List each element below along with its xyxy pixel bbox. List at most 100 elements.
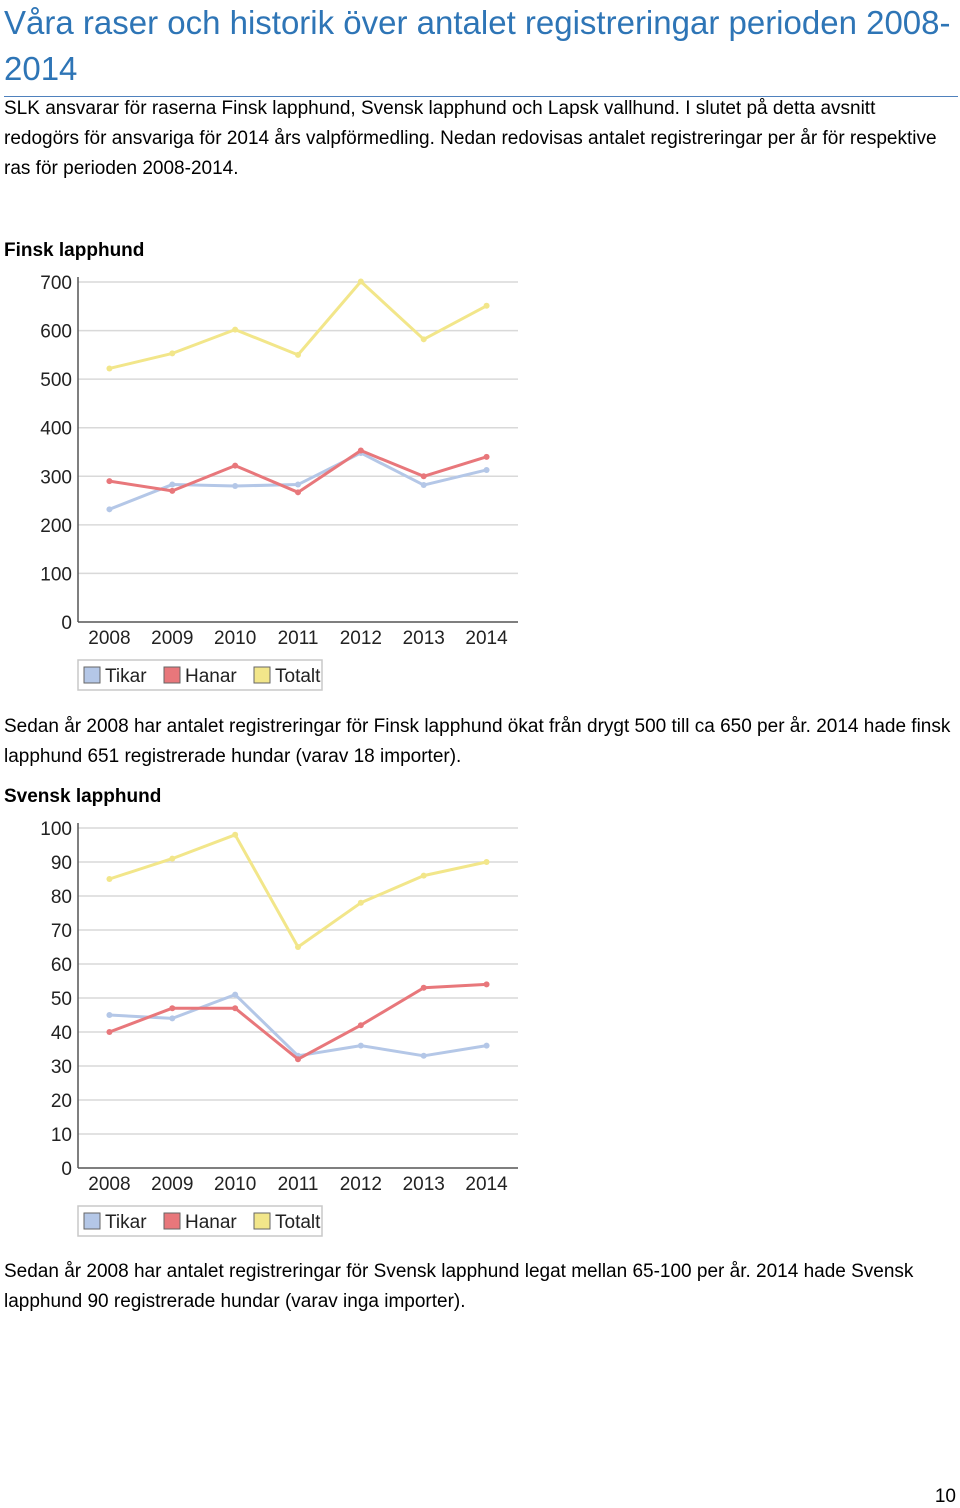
x-tick-label: 2011 [278, 1174, 319, 1195]
intro-paragraph: SLK ansvarar för raserna Finsk lapphund,… [4, 98, 937, 179]
y-tick-label: 500 [40, 370, 72, 391]
svensk-lapphund-chart: 0 10 20 30 40 50 60 70 80 90 100 2008 2009 2010 2011 20… [40, 819, 518, 1237]
chart-legend: Tikar Hanar Totalt [77, 1205, 323, 1237]
series-line-tikar [108, 451, 487, 511]
legend-label-totalt: Totalt [275, 1212, 321, 1233]
data-point-totalt [357, 899, 364, 906]
data-point-tikar [169, 1015, 176, 1022]
y-tick-label: 0 [61, 1159, 72, 1180]
y-tick-label: 60 [51, 955, 72, 976]
legend-swatch-hanar [163, 1212, 181, 1230]
data-point-hanar [420, 473, 427, 480]
legend-label-tikar: Tikar [105, 1212, 147, 1233]
data-point-hanar [295, 1056, 301, 1063]
chart-legend: Tikar Hanar Totalt [77, 659, 323, 691]
legend-frame [77, 1205, 323, 1237]
data-point-totalt [420, 336, 427, 343]
data-point-hanar [169, 487, 176, 494]
x-tick-label: 2009 [151, 1174, 193, 1195]
x-tick-label: 2008 [88, 628, 130, 649]
data-point-totalt [169, 350, 176, 357]
legend-label-totalt: Totalt [275, 666, 321, 687]
data-point-tikar [357, 1042, 364, 1049]
data-point-tikar [483, 1042, 490, 1049]
y-tick-label: 0 [61, 613, 72, 634]
y-tick-label: 90 [51, 853, 72, 874]
x-tick-label: 2010 [214, 1174, 256, 1195]
data-point-tikar [483, 466, 490, 473]
data-point-tikar [232, 991, 239, 998]
data-point-totalt [357, 278, 364, 285]
legend-frame [77, 659, 323, 691]
y-tick-label: 400 [40, 419, 72, 440]
y-tick-label: 100 [40, 564, 72, 585]
data-point-totalt [106, 365, 113, 372]
data-point-hanar [295, 489, 301, 496]
data-point-hanar [357, 447, 364, 454]
y-tick-label: 100 [40, 819, 72, 840]
y-tick-label: 80 [51, 887, 72, 908]
data-point-hanar [106, 1029, 113, 1035]
data-point-totalt [483, 302, 490, 309]
page-number: 10 [934, 1486, 956, 1507]
data-point-totalt [295, 351, 301, 358]
y-tick-label: 700 [40, 273, 72, 294]
y-tick-label: 30 [51, 1057, 72, 1078]
data-point-hanar [357, 1022, 364, 1029]
y-tick-label: 200 [40, 516, 72, 537]
y-tick-label: 50 [51, 989, 72, 1010]
legend-swatch-totalt [253, 666, 271, 684]
series-line-hanar [108, 982, 487, 1061]
svensk-lapphund-paragraph: Sedan år 2008 har antalet registreringar… [4, 1261, 914, 1312]
section-heading-svensk-lapphund: Svensk lapphund [4, 786, 162, 807]
data-point-totalt [232, 831, 239, 838]
data-point-totalt [169, 855, 176, 862]
y-tick-label: 70 [51, 921, 72, 942]
x-tick-label: 2013 [403, 1174, 445, 1195]
data-point-tikar [106, 506, 113, 513]
data-point-hanar [232, 462, 239, 469]
x-tick-label: 2008 [88, 1174, 130, 1195]
data-point-tikar [106, 1012, 113, 1018]
data-point-tikar [232, 483, 239, 489]
data-point-hanar [169, 1005, 176, 1012]
section-heading-finsk-lapphund: Finsk lapphund [4, 240, 145, 261]
page-title: Våra raser och historik över antalet reg… [4, 0, 958, 97]
x-tick-label: 2014 [465, 1174, 508, 1195]
data-point-totalt [232, 326, 239, 333]
y-tick-label: 20 [51, 1091, 72, 1112]
legend-label-hanar: Hanar [185, 1212, 237, 1233]
y-tick-label: 300 [40, 467, 72, 488]
y-tick-label: 10 [51, 1125, 72, 1146]
finsk-lapphund-paragraph: Sedan år 2008 har antalet registreringar… [4, 716, 951, 767]
data-point-hanar [232, 1005, 239, 1012]
x-tick-label: 2012 [340, 628, 382, 649]
data-point-tikar [295, 481, 301, 488]
legend-label-hanar: Hanar [185, 666, 237, 687]
legend-label-tikar: Tikar [105, 666, 147, 687]
data-point-totalt [295, 944, 301, 950]
data-point-totalt [420, 872, 427, 879]
finsk-lapphund-chart: 0 100 200 300 400 500 600 700 2008 2009 2010 2011 20… [40, 273, 518, 691]
x-tick-label: 2014 [465, 628, 508, 649]
data-point-tikar [169, 481, 176, 488]
data-point-totalt [106, 876, 113, 882]
x-tick-label: 2009 [151, 628, 193, 649]
x-tick-label: 2011 [278, 628, 319, 649]
legend-swatch-hanar [163, 666, 181, 684]
data-point-hanar [106, 478, 113, 485]
y-tick-label: 40 [51, 1023, 72, 1044]
data-point-totalt [483, 859, 490, 865]
data-point-tikar [420, 482, 427, 489]
data-point-tikar [420, 1052, 427, 1059]
x-tick-label: 2012 [340, 1174, 382, 1195]
legend-swatch-tikar [83, 666, 101, 684]
x-tick-label: 2010 [214, 628, 256, 649]
data-point-hanar [420, 984, 427, 991]
x-tick-label: 2013 [403, 628, 445, 649]
legend-swatch-totalt [253, 1212, 271, 1230]
data-point-hanar [483, 981, 490, 988]
legend-swatch-tikar [83, 1212, 101, 1230]
data-point-hanar [483, 453, 490, 460]
series-line-tikar [109, 993, 487, 1058]
